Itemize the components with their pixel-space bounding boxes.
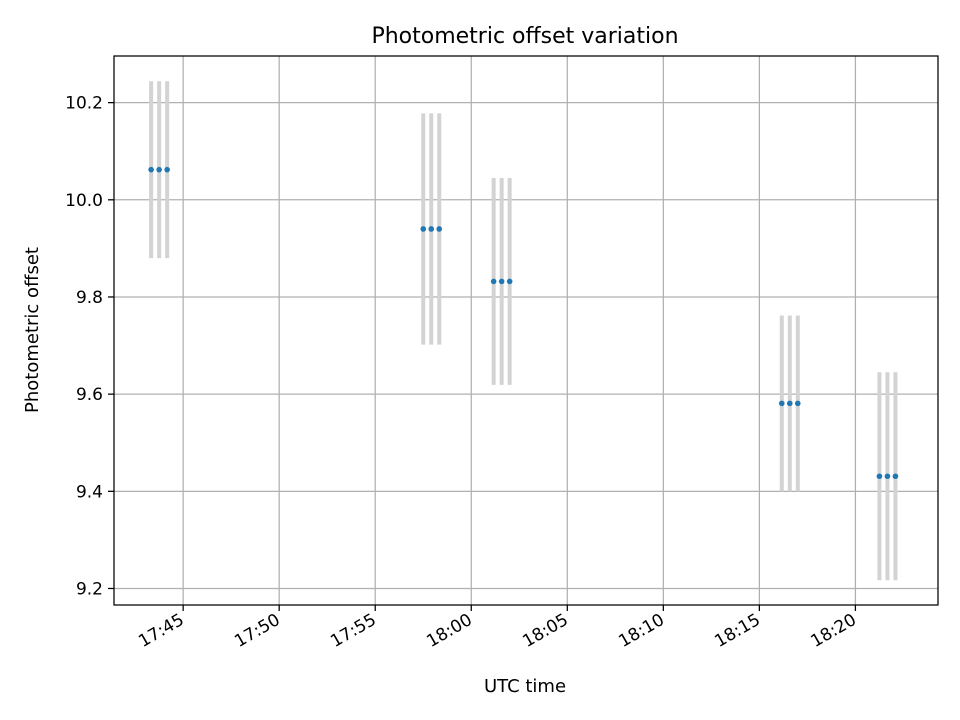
data-point bbox=[876, 473, 883, 480]
x-axis-label: UTC time bbox=[484, 676, 566, 697]
data-point bbox=[428, 226, 435, 232]
plot-frame bbox=[113, 55, 939, 606]
data-point bbox=[148, 166, 154, 173]
data-point bbox=[884, 473, 891, 480]
data-point bbox=[786, 400, 793, 407]
data-point bbox=[490, 278, 497, 285]
y-tick-label: 9.2 bbox=[76, 579, 103, 599]
data-point bbox=[892, 473, 899, 480]
y-tick-label: 10.2 bbox=[65, 94, 103, 114]
data-point bbox=[498, 278, 505, 285]
data-points bbox=[148, 166, 899, 480]
data-point bbox=[164, 166, 170, 173]
data-point bbox=[506, 278, 513, 285]
data-point bbox=[794, 400, 801, 407]
y-tick-label: 10.0 bbox=[65, 191, 103, 211]
y-tick-label: 9.6 bbox=[76, 385, 103, 405]
y-tick-label: 9.8 bbox=[76, 288, 103, 308]
chart-title: Photometric offset variation bbox=[371, 24, 678, 49]
data-point bbox=[436, 226, 443, 232]
y-tick-label: 9.4 bbox=[76, 482, 103, 502]
data-point bbox=[156, 166, 162, 173]
grid bbox=[114, 56, 938, 605]
y-axis-label: Photometric offset bbox=[22, 247, 43, 413]
data-point bbox=[420, 226, 427, 232]
data-point bbox=[778, 400, 785, 407]
